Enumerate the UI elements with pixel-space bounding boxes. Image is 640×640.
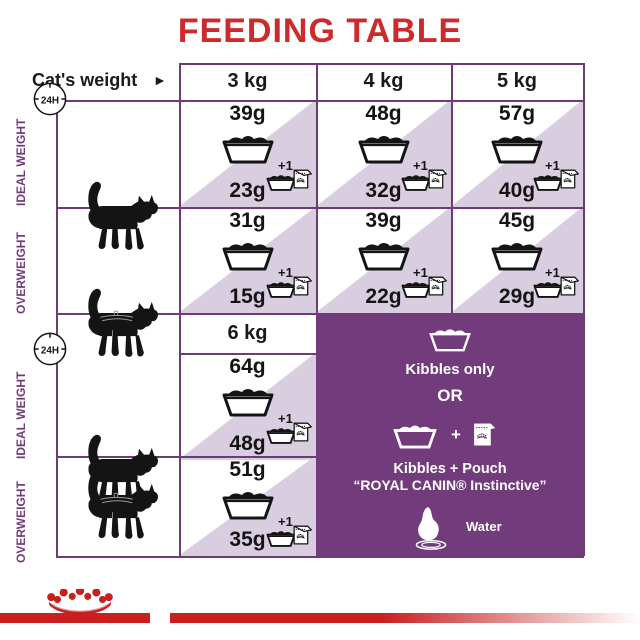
svg-text:24H: 24H — [41, 95, 59, 106]
svg-text:24H: 24H — [41, 345, 59, 356]
